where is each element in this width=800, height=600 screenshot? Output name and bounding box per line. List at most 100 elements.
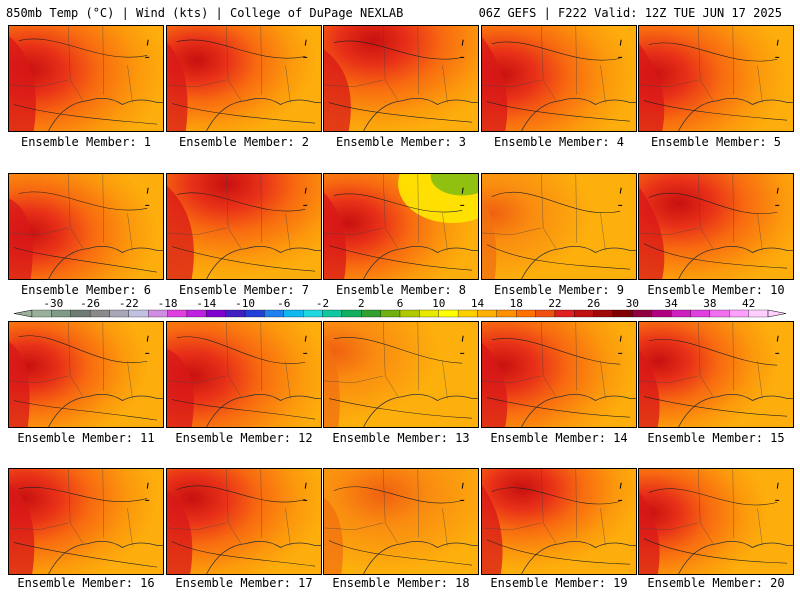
temperature-field-map bbox=[9, 469, 163, 574]
temperature-field-map bbox=[9, 26, 163, 131]
ensemble-member-label: Ensemble Member: 7 bbox=[166, 283, 322, 297]
colorbar-swatch bbox=[148, 310, 167, 317]
colorbar-tick-label: -6 bbox=[277, 297, 290, 310]
temperature-field-map bbox=[482, 469, 636, 574]
ensemble-map-panel bbox=[323, 321, 479, 428]
colorbar-swatch bbox=[710, 310, 729, 317]
colorbar-swatch bbox=[323, 310, 342, 317]
ensemble-member-label: Ensemble Member: 11 bbox=[8, 431, 164, 445]
colorbar-swatch bbox=[594, 310, 613, 317]
temperature-field-map bbox=[324, 26, 478, 131]
ensemble-member-label: Ensemble Member: 18 bbox=[323, 576, 479, 590]
colorbar-swatch bbox=[71, 310, 90, 317]
temperature-fill bbox=[324, 469, 478, 574]
colorbar-swatch bbox=[187, 310, 206, 317]
colorbar-tick-label: 42 bbox=[742, 297, 755, 310]
colorbar-swatch bbox=[613, 310, 632, 317]
ensemble-member-label: Ensemble Member: 6 bbox=[8, 283, 164, 297]
ensemble-member-label: Ensemble Member: 4 bbox=[481, 135, 637, 149]
colorbar-swatch bbox=[691, 310, 710, 317]
colorbar-swatch bbox=[129, 310, 148, 317]
colorbar-swatch bbox=[439, 310, 458, 317]
ensemble-member-label: Ensemble Member: 1 bbox=[8, 135, 164, 149]
temperature-field-map bbox=[167, 174, 321, 279]
temperature-field-map bbox=[639, 26, 793, 131]
temperature-field-map bbox=[639, 469, 793, 574]
colorbar-tick-label: 18 bbox=[510, 297, 523, 310]
colorbar-tick-label: 6 bbox=[397, 297, 404, 310]
temperature-field-map bbox=[482, 26, 636, 131]
ensemble-map-panel bbox=[638, 173, 794, 280]
ensemble-member-label: Ensemble Member: 20 bbox=[638, 576, 794, 590]
colorbar-swatch bbox=[342, 310, 361, 317]
ensemble-map-panel bbox=[638, 25, 794, 132]
ensemble-member-label: Ensemble Member: 8 bbox=[323, 283, 479, 297]
colorbar-tick-label: 34 bbox=[665, 297, 679, 310]
colorbar-swatch bbox=[749, 310, 768, 317]
ensemble-member-label: Ensemble Member: 5 bbox=[638, 135, 794, 149]
ensemble-member-label: Ensemble Member: 13 bbox=[323, 431, 479, 445]
temperature-field-map bbox=[639, 174, 793, 279]
ensemble-map-panel bbox=[481, 25, 637, 132]
colorbar-tick-label: 30 bbox=[626, 297, 639, 310]
colorbar-swatch bbox=[284, 310, 303, 317]
colorbar-tick-label: 10 bbox=[432, 297, 445, 310]
ensemble-member-label: Ensemble Member: 9 bbox=[481, 283, 637, 297]
ensemble-map-panel bbox=[481, 468, 637, 575]
colorbar-swatch bbox=[729, 310, 748, 317]
ensemble-member-label: Ensemble Member: 17 bbox=[166, 576, 322, 590]
colorbar-swatch bbox=[245, 310, 264, 317]
colorbar-tick-label: 26 bbox=[587, 297, 600, 310]
colorbar-swatch bbox=[671, 310, 690, 317]
colorbar-tick-label: -14 bbox=[196, 297, 216, 310]
colorbar-swatch bbox=[536, 310, 555, 317]
colorbar-tick-label: 22 bbox=[548, 297, 561, 310]
colorbar-swatch bbox=[555, 310, 574, 317]
temperature-field-map bbox=[167, 322, 321, 427]
ensemble-map-panel bbox=[166, 173, 322, 280]
temperature-field-map bbox=[9, 322, 163, 427]
temperature-field-map bbox=[324, 322, 478, 427]
colorbar-tick-label: -10 bbox=[235, 297, 255, 310]
ensemble-member-label: Ensemble Member: 14 bbox=[481, 431, 637, 445]
ensemble-member-label: Ensemble Member: 15 bbox=[638, 431, 794, 445]
colorbar-tick-label: -26 bbox=[80, 297, 100, 310]
colorbar-tick-label: 38 bbox=[703, 297, 716, 310]
colorbar-min-arrow bbox=[14, 310, 32, 317]
colorbar-swatch bbox=[400, 310, 419, 317]
colorbar-swatch bbox=[632, 310, 651, 317]
ensemble-map-panel bbox=[166, 468, 322, 575]
colorbar-swatch bbox=[51, 310, 70, 317]
colorbar-swatch bbox=[458, 310, 477, 317]
colorbar-swatch bbox=[90, 310, 109, 317]
ensemble-map-panel bbox=[8, 321, 164, 428]
temperature-field-map bbox=[482, 174, 636, 279]
map-title-left: 850mb Temp (°C) | Wind (kts) | College o… bbox=[6, 5, 403, 21]
colorbar-tick-label: -2 bbox=[316, 297, 329, 310]
colorbar-tick-label: -18 bbox=[158, 297, 178, 310]
map-title-right: 06Z GEFS | F222 Valid: 12Z TUE JUN 17 20… bbox=[479, 5, 782, 21]
colorbar-swatch bbox=[226, 310, 245, 317]
ensemble-member-label: Ensemble Member: 12 bbox=[166, 431, 322, 445]
colorbar-swatch bbox=[32, 310, 51, 317]
colorbar-swatch bbox=[206, 310, 225, 317]
ensemble-map-panel bbox=[481, 321, 637, 428]
temperature-colorbar: -30 -26 -22 -18 -14 -10 -6 -2 2 6 10 14 18 22 26 30 34 38… bbox=[0, 296, 800, 322]
colorbar-swatch bbox=[361, 310, 380, 317]
colorbar-swatch bbox=[652, 310, 671, 317]
temperature-field-map bbox=[324, 469, 478, 574]
ensemble-map-panel bbox=[638, 468, 794, 575]
ensemble-map-panel bbox=[8, 173, 164, 280]
ensemble-map-panel bbox=[323, 173, 479, 280]
ensemble-map-panel bbox=[323, 25, 479, 132]
temperature-field-map bbox=[167, 469, 321, 574]
ensemble-map-panel bbox=[8, 468, 164, 575]
colorbar-tick-label: -30 bbox=[43, 297, 63, 310]
colorbar-swatch bbox=[303, 310, 322, 317]
ensemble-map-panel bbox=[481, 173, 637, 280]
ensemble-member-label: Ensemble Member: 3 bbox=[323, 135, 479, 149]
temperature-fill bbox=[639, 469, 793, 574]
colorbar-swatch bbox=[168, 310, 187, 317]
ensemble-map-panel bbox=[8, 25, 164, 132]
temperature-fill bbox=[639, 322, 793, 427]
